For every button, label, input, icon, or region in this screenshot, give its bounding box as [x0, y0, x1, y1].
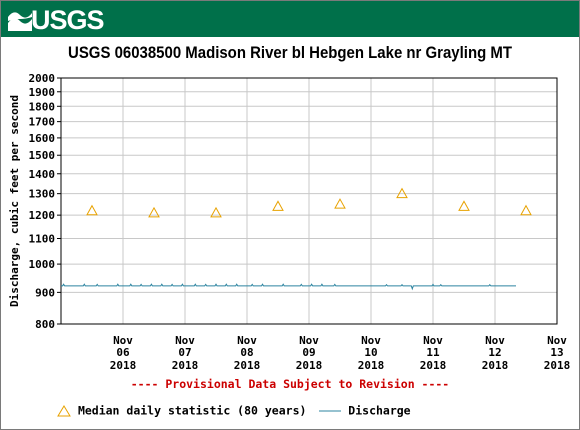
chart-legend: Median daily statistic (80 years) Discha…: [57, 403, 411, 418]
x-tick-year: 2018: [482, 359, 509, 372]
y-tick-label: 2000: [29, 72, 56, 85]
median-point: [272, 200, 284, 211]
usgs-wave-icon: [8, 12, 32, 31]
x-tick-day: 12: [488, 346, 501, 359]
y-tick-label: 1100: [29, 233, 56, 246]
median-point: [86, 204, 98, 216]
y-tick-label: 1900: [29, 86, 56, 99]
x-tick-day: 10: [364, 346, 377, 359]
y-tick-label: 1400: [29, 168, 56, 181]
y-tick-label: 900: [35, 286, 55, 299]
usgs-logo-text: USGS: [31, 5, 105, 35]
usgs-banner: USGS: [1, 1, 579, 37]
y-tick-label: 1300: [29, 188, 56, 201]
discharge-series-line: [61, 283, 516, 291]
discharge-line-icon: [319, 410, 342, 411]
median-point: [520, 204, 532, 216]
x-tick-year: 2018: [358, 359, 385, 372]
median-point: [334, 198, 346, 209]
x-tick-year: 2018: [172, 359, 199, 372]
x-tick-month: Nov: [485, 334, 505, 347]
legend-discharge-label: Discharge: [348, 403, 411, 418]
median-point: [458, 200, 470, 211]
x-tick-day: 07: [178, 346, 191, 359]
y-tick-label: 1500: [29, 149, 56, 162]
median-triangle-icon: [57, 404, 71, 416]
y-tick-label: 1000: [29, 258, 56, 271]
x-tick-month: Nov: [547, 334, 567, 347]
median-point: [210, 206, 222, 218]
y-axis-label: Discharge, cubic feet per second: [8, 95, 21, 307]
x-tick-day: 13: [550, 346, 563, 359]
x-tick-year: 2018: [110, 359, 137, 372]
y-tick-label: 1800: [29, 100, 56, 113]
legend-median-label: Median daily statistic (80 years): [77, 403, 307, 418]
hydrograph-chart: 800 900 1000 1100 1200 1300 1400 1500 1600 1700 18…: [8, 72, 571, 372]
x-tick-day: 09: [302, 346, 315, 359]
y-tick-label: 1600: [29, 132, 56, 145]
y-tick-label: 1200: [29, 209, 56, 222]
x-tick-month: Nov: [175, 334, 195, 347]
x-tick-day: 06: [116, 346, 130, 359]
provisional-notice: ---- Provisional Data Subject to Revisio…: [130, 377, 450, 391]
x-tick-month: Nov: [423, 334, 443, 347]
x-tick-day: 08: [240, 346, 253, 359]
x-tick-day: 11: [426, 346, 440, 359]
x-tick-year: 2018: [420, 359, 447, 372]
x-tick-year: 2018: [234, 359, 261, 372]
chart-title: USGS 06038500 Madison River bl Hebgen La…: [68, 43, 512, 62]
median-point: [396, 187, 408, 199]
median-point: [148, 206, 160, 218]
x-tick-month: Nov: [113, 334, 133, 347]
x-tick-month: Nov: [299, 334, 319, 347]
y-tick-label: 1700: [29, 116, 56, 129]
x-tick-month: Nov: [237, 334, 257, 347]
y-tick-label: 800: [35, 318, 55, 331]
x-tick-month: Nov: [361, 334, 381, 347]
x-tick-year: 2018: [296, 359, 323, 372]
x-tick-year: 2018: [544, 359, 571, 372]
